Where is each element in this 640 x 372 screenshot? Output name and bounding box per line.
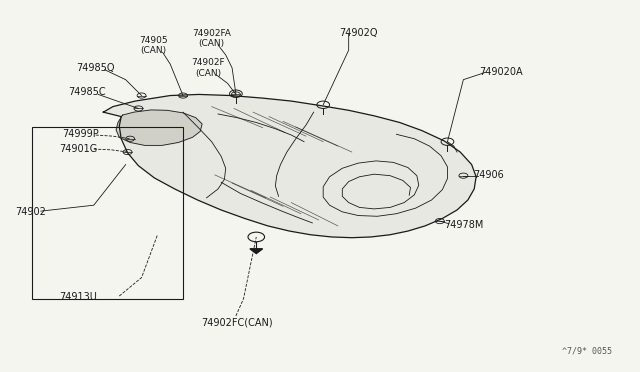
Text: 74902: 74902	[15, 207, 46, 217]
Polygon shape	[103, 94, 476, 238]
Text: 74902FC(CAN): 74902FC(CAN)	[202, 318, 273, 328]
Text: 74905
(CAN): 74905 (CAN)	[139, 36, 168, 55]
Text: 74913U: 74913U	[59, 292, 97, 302]
Text: 74902FA
(CAN): 74902FA (CAN)	[192, 29, 231, 48]
Text: 74985C: 74985C	[68, 87, 106, 97]
Text: 74902Q: 74902Q	[339, 28, 378, 38]
Text: 74901G: 74901G	[59, 144, 97, 154]
Text: 74978M: 74978M	[444, 220, 484, 230]
Text: 749020A: 749020A	[479, 67, 523, 77]
Text: 74902F
(CAN): 74902F (CAN)	[191, 58, 225, 77]
Text: 74999P: 74999P	[62, 129, 99, 139]
Polygon shape	[250, 249, 262, 254]
Polygon shape	[116, 110, 202, 145]
Text: ^7/9* 0055: ^7/9* 0055	[562, 347, 612, 356]
Text: 74906: 74906	[473, 170, 504, 180]
Text: 74985Q: 74985Q	[76, 63, 115, 73]
